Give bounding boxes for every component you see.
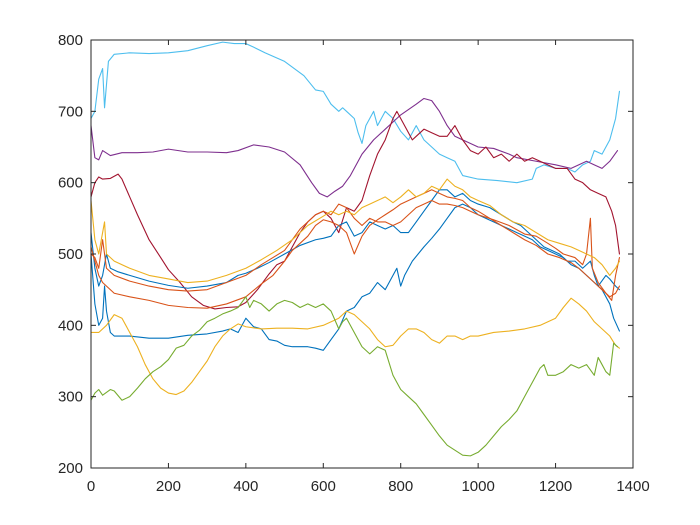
tick-layer: 0 200 400 600 800 1000 1200 1400200300400500600… [58, 32, 650, 495]
series-line-4 [90, 203, 620, 351]
series-layer [90, 41, 620, 457]
x-tick-label: 400 [233, 478, 258, 495]
x-tick-label: 600 [311, 478, 336, 495]
x-tick-label: 0 [87, 478, 95, 495]
x-tick-label: 800 [388, 478, 413, 495]
series-line-5 [90, 189, 620, 291]
series-line-10 [90, 296, 619, 457]
y-tick-label: 700 [58, 103, 83, 120]
plot-area [91, 40, 633, 468]
series-line-6 [90, 199, 620, 301]
series-line-1 [90, 41, 620, 184]
series-line-9 [90, 297, 620, 396]
y-tick-label: 400 [58, 317, 83, 334]
y-tick-label: 600 [58, 175, 83, 192]
x-tick-label: 1000 [461, 478, 494, 495]
series-line-2 [90, 97, 619, 198]
x-tick-label: 200 [156, 478, 181, 495]
y-tick-label: 500 [58, 246, 83, 263]
series-line-8 [90, 178, 620, 284]
series-line-7 [90, 189, 620, 309]
x-tick-label: 1400 [616, 478, 649, 495]
y-tick-label: 300 [58, 389, 83, 406]
y-tick-label: 800 [58, 32, 83, 49]
series-line-3 [90, 110, 620, 310]
y-tick-label: 200 [58, 460, 83, 477]
x-tick-label: 1200 [539, 478, 572, 495]
